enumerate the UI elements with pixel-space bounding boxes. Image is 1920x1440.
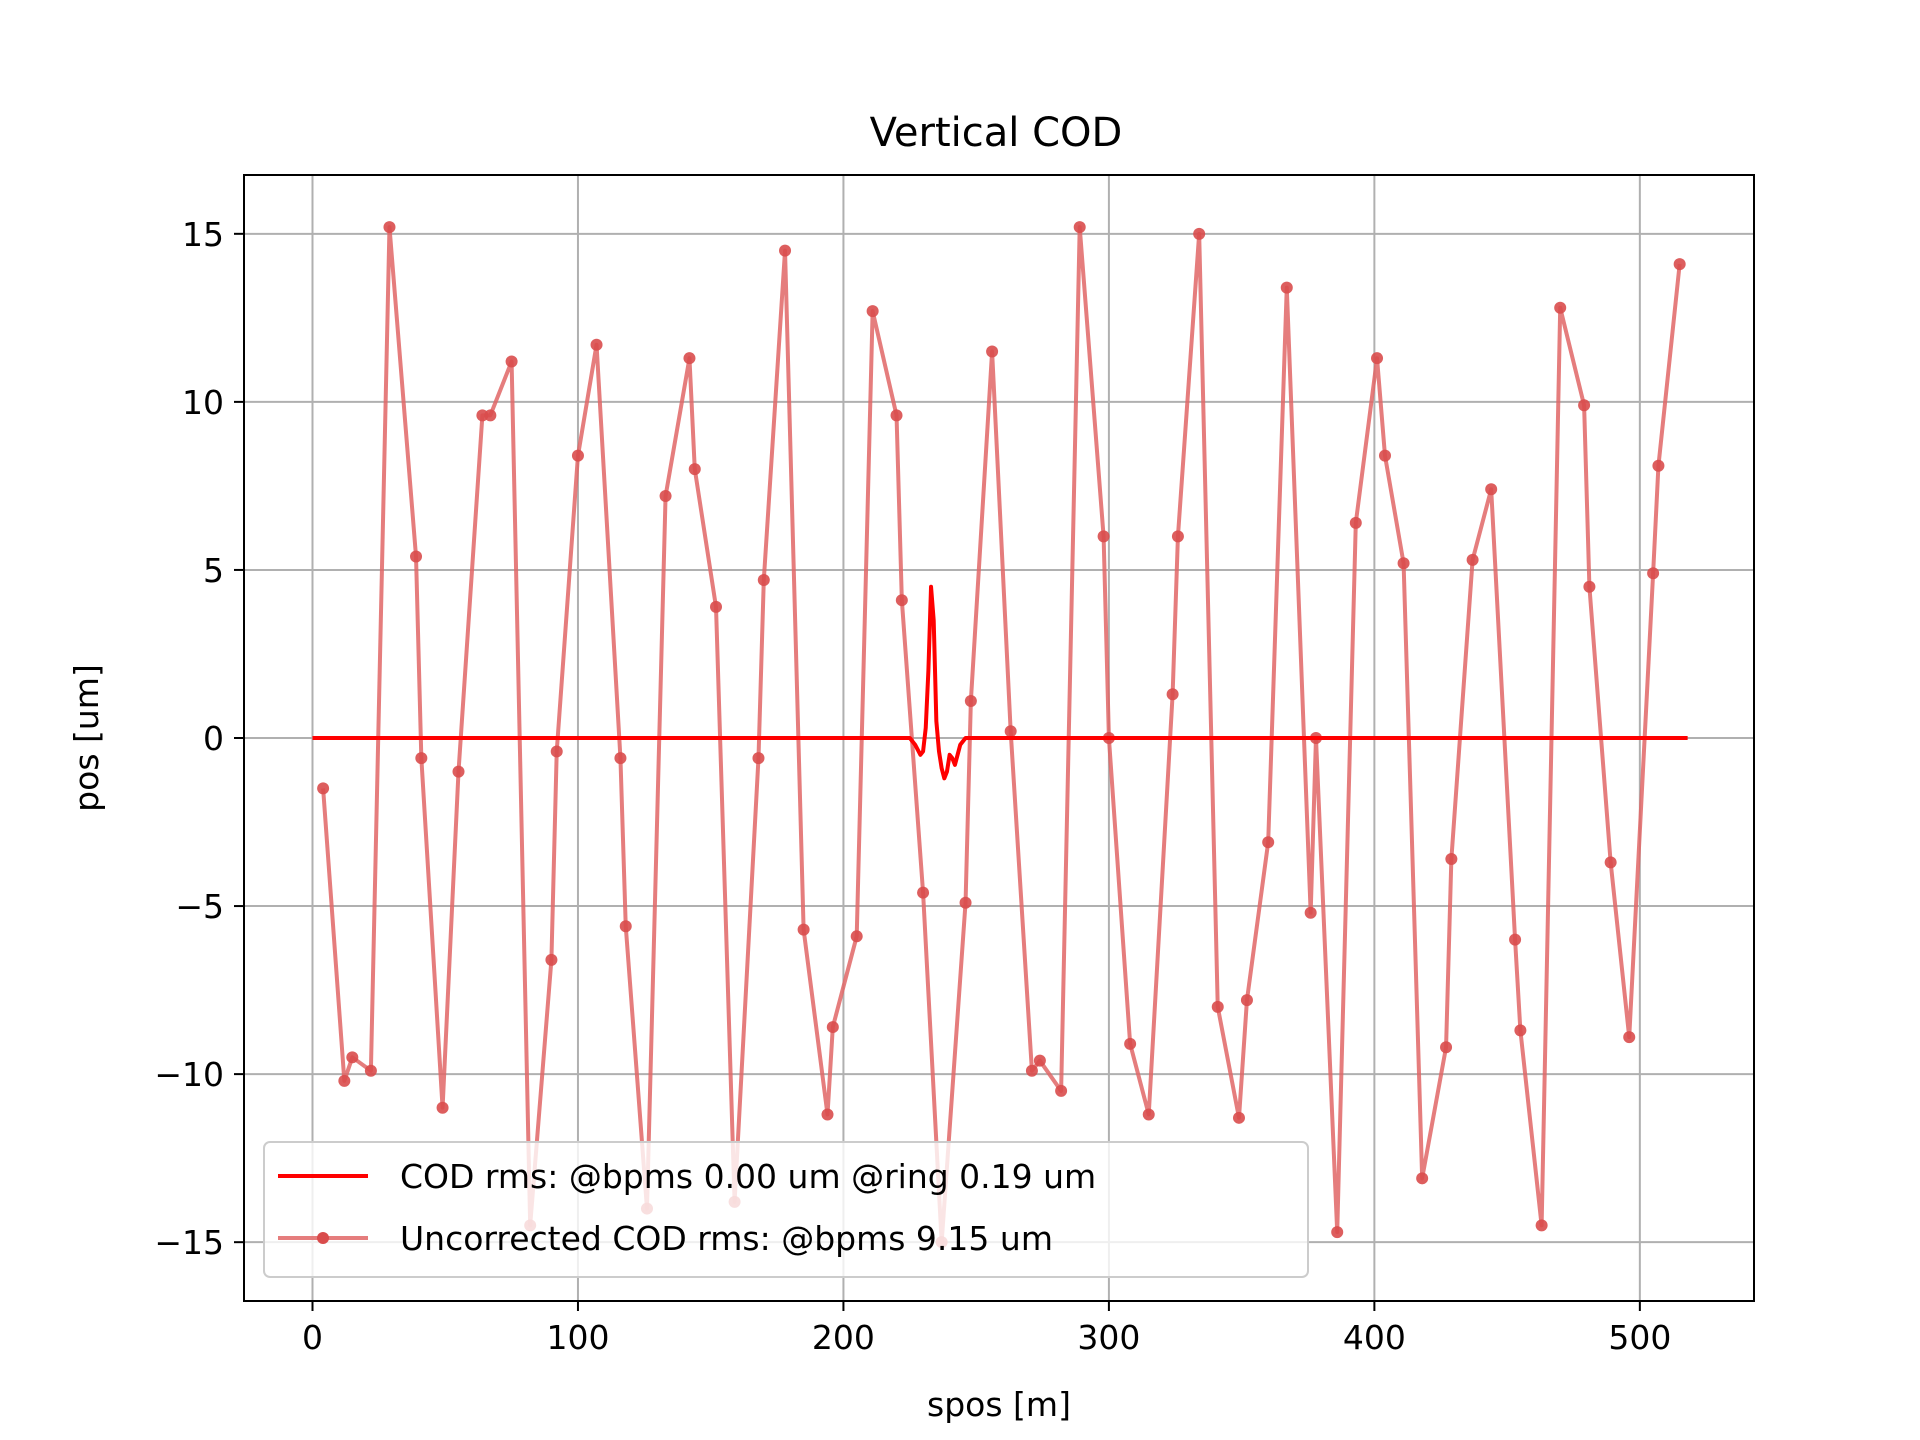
uncorrected-point <box>484 409 497 422</box>
uncorrected-point <box>917 886 930 899</box>
uncorrected-point <box>1416 1172 1429 1185</box>
chart-title: Vertical COD <box>870 110 1123 156</box>
uncorrected-point <box>1554 301 1567 314</box>
uncorrected-point <box>1171 530 1184 543</box>
uncorrected-point <box>452 765 465 778</box>
uncorrected-point <box>986 345 999 358</box>
x-tick-label: 200 <box>812 1318 875 1357</box>
uncorrected-point <box>364 1064 377 1077</box>
uncorrected-point <box>1673 258 1686 271</box>
uncorrected-point <box>1033 1054 1046 1067</box>
uncorrected-point <box>1097 530 1110 543</box>
uncorrected-point <box>1466 553 1479 566</box>
uncorrected-point <box>1652 459 1665 472</box>
uncorrected-point <box>590 338 603 351</box>
y-tick-label: 0 <box>203 719 224 758</box>
x-tick-label: 500 <box>1608 1318 1671 1357</box>
uncorrected-point <box>1647 567 1660 580</box>
uncorrected-point <box>410 550 423 563</box>
uncorrected-point <box>866 305 879 318</box>
uncorrected-point <box>710 600 723 613</box>
y-tick-label: −5 <box>175 887 224 926</box>
uncorrected-point <box>1262 836 1275 849</box>
uncorrected-point <box>779 244 792 257</box>
uncorrected-point <box>1440 1041 1453 1054</box>
x-tick-label: 0 <box>302 1318 323 1357</box>
uncorrected-point <box>1509 933 1522 946</box>
uncorrected-point <box>1211 1000 1224 1013</box>
uncorrected-point <box>1445 853 1458 866</box>
uncorrected-point <box>1166 688 1179 701</box>
series-line-uncorrected <box>321 225 1682 1245</box>
legend-label-uncorrected: Uncorrected COD rms: @bpms 9.15 um <box>400 1219 1053 1258</box>
uncorrected-point <box>545 953 558 966</box>
uncorrected-point <box>964 695 977 708</box>
y-tick-label: 15 <box>182 215 224 254</box>
series-layer <box>312 221 1688 1249</box>
uncorrected-point <box>1304 906 1317 919</box>
uncorrected-point <box>1240 994 1253 1007</box>
uncorrected-point <box>415 752 428 765</box>
series-line-cod <box>312 584 1688 781</box>
legend: COD rms: @bpms 0.00 um @ring 0.19 um Unc… <box>263 1141 1309 1278</box>
uncorrected-point <box>1604 856 1617 869</box>
axis-ticks: 0 100 200 300 400 500 −15 −10 −5 0 5 10 15 <box>154 215 1671 1357</box>
uncorrected-point <box>821 1108 834 1121</box>
uncorrected-point <box>890 409 903 422</box>
uncorrected-point <box>1073 221 1086 234</box>
y-axis-label: pos [um] <box>67 664 106 812</box>
uncorrected-point <box>436 1101 449 1114</box>
uncorrected-point <box>383 221 396 234</box>
uncorrected-point <box>346 1051 359 1064</box>
uncorrected-point <box>688 463 701 476</box>
y-tick-label: −15 <box>154 1223 224 1262</box>
y-tick-label: 10 <box>182 383 224 422</box>
uncorrected-point <box>683 352 696 365</box>
uncorrected-point <box>757 574 770 587</box>
uncorrected-point <box>619 920 632 933</box>
uncorrected-point <box>1004 725 1017 738</box>
uncorrected-point <box>850 930 863 943</box>
uncorrected-point <box>659 489 672 502</box>
uncorrected-point <box>1583 580 1596 593</box>
y-tick-label: 5 <box>203 551 224 590</box>
uncorrected-point <box>1535 1219 1548 1232</box>
x-tick-label: 300 <box>1077 1318 1140 1357</box>
legend-frame <box>263 1141 1309 1278</box>
uncorrected-point <box>1349 516 1362 529</box>
y-tick-label: −10 <box>154 1055 224 1094</box>
uncorrected-point <box>571 449 584 462</box>
uncorrected-point <box>338 1074 351 1087</box>
uncorrected-point <box>797 923 810 936</box>
uncorrected-point <box>1485 483 1498 496</box>
uncorrected-point <box>317 782 330 795</box>
uncorrected-point <box>1578 399 1591 412</box>
uncorrected-point <box>1232 1111 1245 1124</box>
uncorrected-point <box>1378 449 1391 462</box>
uncorrected-point <box>1514 1024 1527 1037</box>
uncorrected-point <box>1142 1108 1155 1121</box>
uncorrected-point <box>505 355 518 368</box>
uncorrected-point <box>895 594 908 607</box>
uncorrected-point <box>1193 227 1206 240</box>
uncorrected-point <box>1331 1226 1344 1239</box>
legend-label-cod: COD rms: @bpms 0.00 um @ring 0.19 um <box>400 1157 1096 1196</box>
uncorrected-point <box>1280 281 1293 294</box>
uncorrected-point <box>614 752 627 765</box>
x-axis-label: spos [m] <box>927 1385 1071 1424</box>
uncorrected-point <box>1124 1037 1137 1050</box>
uncorrected-point <box>1623 1031 1636 1044</box>
uncorrected-point <box>959 896 972 909</box>
x-tick-label: 400 <box>1343 1318 1406 1357</box>
uncorrected-point <box>752 752 765 765</box>
x-tick-label: 100 <box>546 1318 609 1357</box>
legend-marker-uncorrected <box>317 1232 329 1244</box>
uncorrected-point <box>1055 1084 1068 1097</box>
uncorrected-point <box>1371 352 1384 365</box>
uncorrected-point <box>1025 1064 1038 1077</box>
uncorrected-point <box>826 1021 839 1034</box>
uncorrected-point <box>550 745 563 758</box>
uncorrected-point <box>1397 557 1410 570</box>
